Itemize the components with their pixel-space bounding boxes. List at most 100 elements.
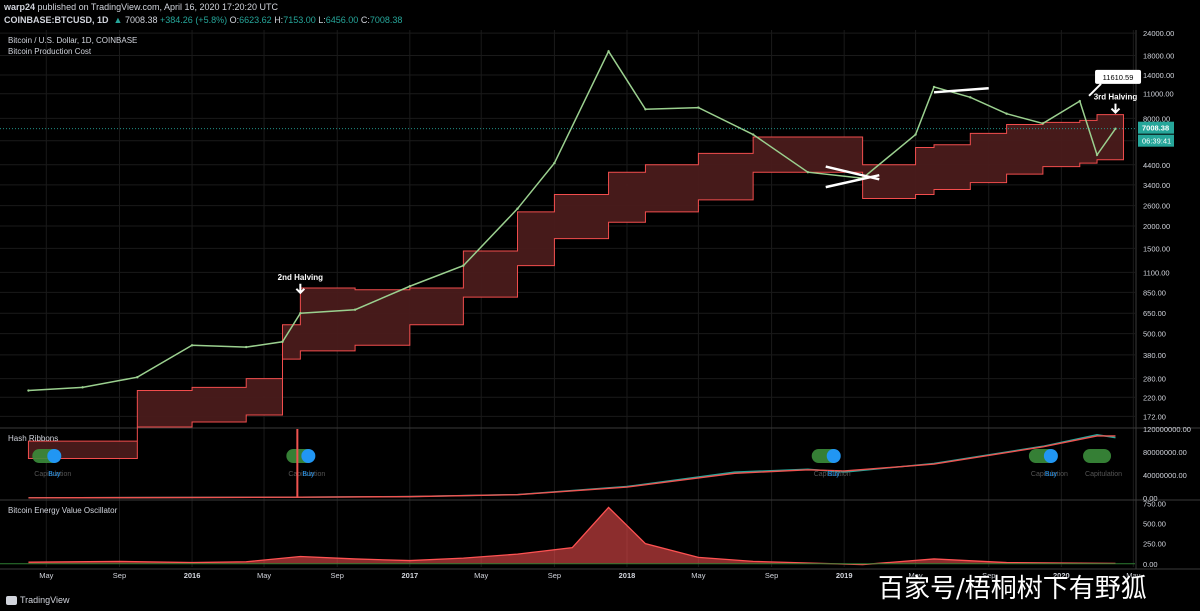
buy-marker [1043,449,1058,463]
price-tick-label: 8000.00 [1143,114,1170,123]
current-price-badge [1138,121,1174,134]
time-axis-label: Sep [982,571,995,580]
price-tick-label: 500.00 [1143,330,1166,339]
symbol-label[interactable]: COINBASE:BTCUSD, 1D [4,15,109,25]
high-value: 7153.00 [283,15,316,25]
capitulation-label: Capitulation [814,471,851,478]
callout-box [1095,69,1142,84]
price-tick-label: 24000.00 [1143,29,1174,38]
price-point [607,50,610,53]
time-axis-label: May [474,571,488,580]
capitulation-label: Capitulation [288,471,325,478]
hash-series-fast [28,434,1116,499]
open-value: 6623.62 [239,15,272,25]
time-axis-label: 2017 [401,571,418,580]
buy-label: Buy [48,471,61,478]
price-tick-label: 14000.00 [1143,71,1174,80]
hash-series-slow [28,435,1116,499]
close-label: C: [360,15,370,25]
time-axis-label: May [908,571,922,580]
price-point [1005,112,1008,115]
price-point [553,161,556,165]
price-point [190,344,194,347]
price-point [81,386,84,389]
price-point [932,85,936,89]
price-tick-label: 11000.00 [1143,90,1174,99]
ohlc-line: COINBASE:BTCUSD, 1D ▲ 7008.38 +384.26 (+… [4,15,402,25]
tradingview-brand[interactable]: TradingView [6,595,70,606]
price-tick-label: 18000.00 [1143,51,1174,60]
low-value: 6456.00 [325,15,359,25]
time-axis-label: May [691,571,705,580]
price-tick-label: 2000.00 [1143,222,1170,231]
price-point [299,312,302,315]
down-arrow-icon [1110,103,1121,114]
open-label: O: [229,15,240,25]
oscillator-tick-label: 500.00 [1143,520,1166,529]
down-arrow-icon [295,283,306,295]
price-point [969,96,972,99]
price-tick-label: 1500.00 [1143,244,1170,253]
up-arrow-icon: ▲ [111,15,123,25]
oscillator-line [28,506,1116,566]
countdown-badge [1138,134,1174,147]
trend-line [825,173,880,189]
price-tick-label: 850.00 [1143,288,1166,297]
publisher-name[interactable]: warp24 [4,2,36,12]
price-point [1114,127,1117,130]
production-cost-band [27,114,1124,459]
hash-tick-label: 40000000.00 [1143,471,1187,480]
price-tick-label: 380.00 [1143,351,1166,360]
price-point [1095,153,1099,157]
price-point [353,308,357,311]
price-tick-label: 172.00 [1143,412,1166,421]
capitulation-label: Capitulation [1031,471,1068,478]
oscillator-tick-label: 250.00 [1143,540,1166,549]
buy-label: Buy [1045,471,1058,478]
hash-tick-label: 120000000.00 [1143,425,1191,434]
grid-lines [0,30,1135,567]
time-axis-label: Sep [548,571,561,580]
time-axis-label: Sep [113,571,126,580]
price-point [281,340,284,343]
price-chart-subtitle: Bitcoin Production Cost [8,47,92,56]
buy-label: Buy [302,471,315,478]
capitulation-label: Capitulation [34,471,71,478]
price-point [408,285,412,288]
buy-marker [826,449,841,463]
capitulation-label: Capitulation [1085,471,1122,478]
price-point [516,207,519,210]
callout-label: 11610.59 [1103,73,1134,82]
hash-ribbons-title: Hash Ribbons [8,434,58,443]
time-axis-label: May [257,571,271,580]
price-point [462,264,465,267]
oscillator-tick-label: 0.00 [1143,560,1158,569]
publish-line: warp24 published on TradingView.com, Apr… [4,2,278,12]
buy-label: Buy [828,471,841,478]
price-point [751,133,755,136]
price-point [27,389,30,392]
footer-bar: TradingView [0,592,1200,611]
time-axis-label: Sep [331,571,344,580]
countdown-label: 06:39:41 [1142,137,1171,146]
watermark-text: 百家号/梧桐树下有野狐 [878,574,1147,604]
price-point [644,108,647,111]
halving-label: 2nd Halving [278,273,323,282]
hash-tick-label: 80000000.00 [1143,448,1187,457]
price-tick-label: 650.00 [1143,309,1166,318]
price-point [1041,122,1045,125]
price-point [136,375,139,379]
oscillator-title: Bitcoin Energy Value Oscillator [8,506,118,515]
price-tick-label: 4400.00 [1143,161,1170,170]
capitulation-marker [1083,449,1112,463]
price-tick-label: 220.00 [1143,393,1166,402]
time-axis-label: 2018 [619,571,636,580]
halving-label: 3rd Halving [1094,93,1138,102]
chart-header: warp24 published on TradingView.com, Apr… [0,0,1200,28]
price-point [914,133,917,136]
time-axis-label: May [1126,571,1140,580]
buy-marker [301,449,316,463]
oscillator-tick-label: 750.00 [1143,499,1166,508]
time-axis-label: Sep [765,571,778,580]
